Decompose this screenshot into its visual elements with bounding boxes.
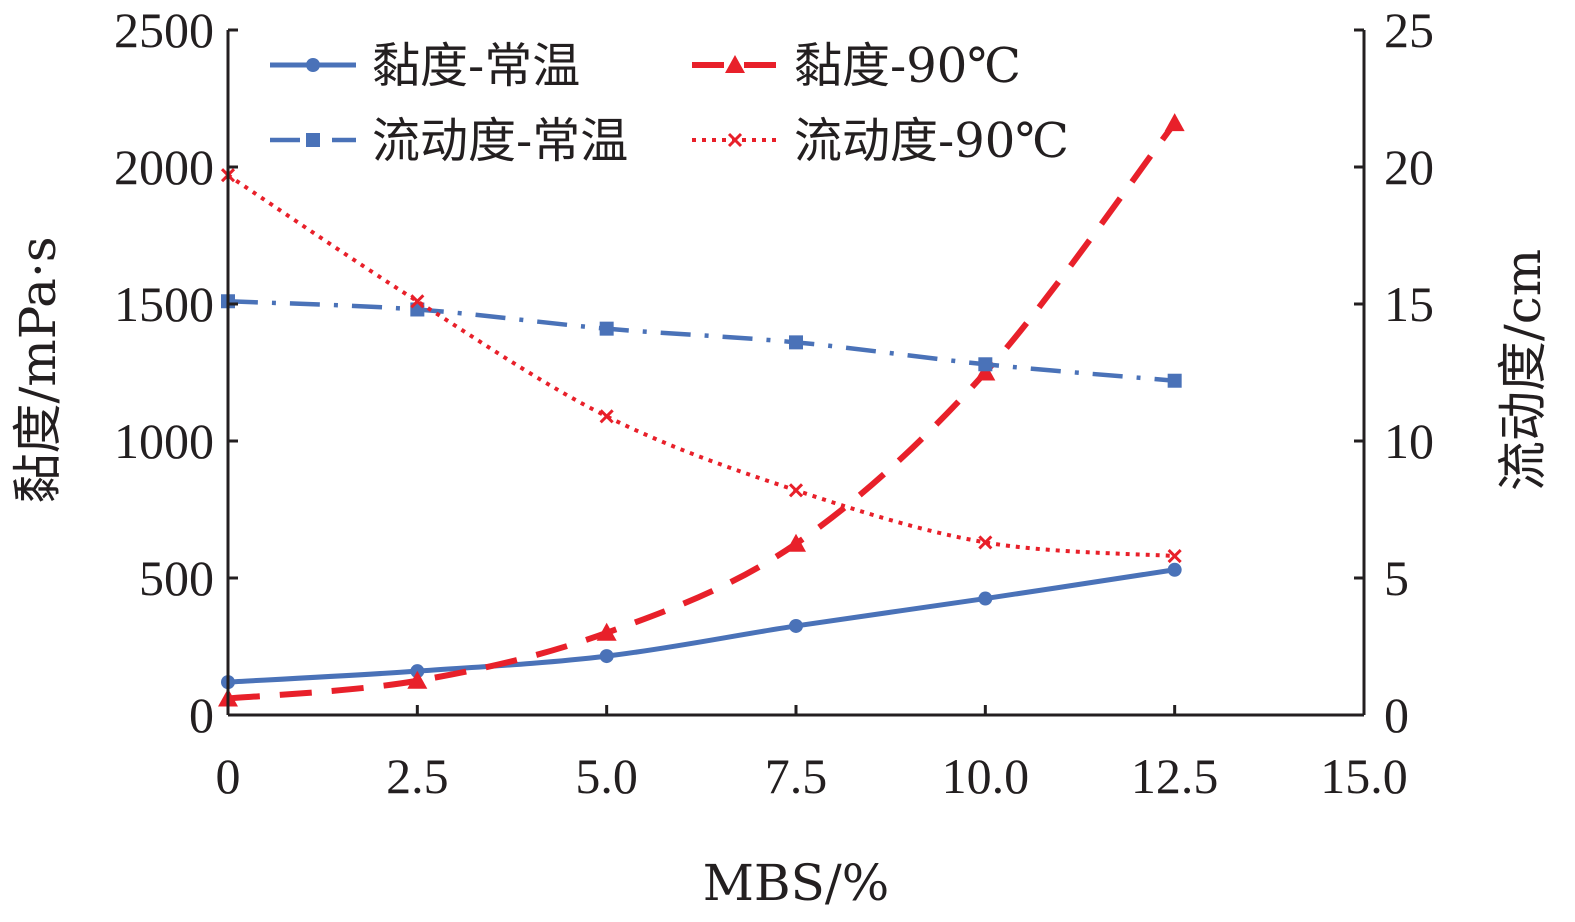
y2-tick-label: 15 <box>1384 276 1434 332</box>
legend-marker <box>306 58 320 72</box>
x-tick-label: 2.5 <box>386 748 449 804</box>
data-point <box>789 335 803 350</box>
data-point <box>410 294 425 309</box>
series-2 <box>218 113 1185 707</box>
data-point <box>786 533 806 552</box>
x-marker-stroke <box>599 409 614 424</box>
series-3 <box>221 294 1182 388</box>
x-tick-label: 12.5 <box>1131 748 1219 804</box>
series-line <box>226 173 1175 559</box>
y-tick-label: 2500 <box>114 2 214 58</box>
legend: 黏度-常温 黏度-90℃ 流动度-常温 流动度-90℃ <box>270 38 1069 169</box>
y-tick-label: 1500 <box>114 276 214 332</box>
y2-tick-label: 5 <box>1384 550 1409 606</box>
legend-item: 流动度-90℃ <box>692 113 1069 169</box>
legend-marker <box>306 133 320 147</box>
axes: 0 2.5 5.0 7.5 10.0 12.5 15.0050010001500200025… <box>114 2 1434 804</box>
y-tick-label: 2000 <box>114 139 214 195</box>
data-point <box>1167 549 1182 564</box>
legend-label: 黏度-90℃ <box>794 38 1021 94</box>
x-tick-label: 5.0 <box>575 748 638 804</box>
y2-tick-label: 20 <box>1384 139 1434 195</box>
series-line <box>227 121 1178 702</box>
y-tick-label: 0 <box>189 687 214 743</box>
data-point <box>596 622 617 641</box>
series-4 <box>220 168 1182 564</box>
data-point <box>1164 113 1185 132</box>
data-point <box>789 618 803 633</box>
x-tick-label: 15.0 <box>1320 748 1408 804</box>
y2-axis-title: 流动度/cm <box>1494 249 1552 491</box>
series-line <box>227 567 1176 685</box>
series-layer <box>218 113 1185 707</box>
data-point <box>599 409 614 424</box>
y2-tick-label: 25 <box>1384 2 1434 58</box>
data-point <box>978 591 993 606</box>
y-axis-title: 黏度/mPa·s <box>9 236 67 503</box>
data-point <box>1167 562 1182 577</box>
x-marker-stroke <box>1167 549 1182 564</box>
x-marker-stroke <box>410 294 425 309</box>
x-marker-stroke <box>978 535 993 550</box>
legend-label: 流动度-90℃ <box>794 113 1069 169</box>
y2-tick-label: 0 <box>1384 687 1409 743</box>
data-point <box>975 362 996 381</box>
y-tick-label: 500 <box>139 550 214 606</box>
legend-label: 流动度-常温 <box>372 113 628 169</box>
legend-marker <box>727 132 743 148</box>
x-marker-stroke <box>727 132 743 148</box>
legend-label: 黏度-常温 <box>372 38 580 94</box>
series-1 <box>221 562 1182 690</box>
y2-tick-label: 10 <box>1384 413 1434 469</box>
series-line <box>227 299 1175 383</box>
x-marker-stroke <box>788 483 804 498</box>
x-tick-label: 7.5 <box>765 748 828 804</box>
x-axis-title: MBS/% <box>703 854 890 912</box>
data-point <box>1167 373 1182 388</box>
data-point <box>978 535 993 550</box>
x-tick-label: 10.0 <box>942 748 1030 804</box>
data-point <box>978 357 993 372</box>
legend-item: 黏度-常温 <box>270 38 580 94</box>
legend-item: 黏度-90℃ <box>692 38 1021 94</box>
data-point <box>599 321 614 336</box>
legend-item: 流动度-常温 <box>270 113 628 169</box>
data-point <box>407 670 428 689</box>
data-point <box>788 483 804 498</box>
data-point <box>599 649 614 664</box>
legend-marker <box>725 55 745 73</box>
x-tick-label: 0 <box>216 748 241 804</box>
y-tick-label: 1000 <box>114 413 214 469</box>
